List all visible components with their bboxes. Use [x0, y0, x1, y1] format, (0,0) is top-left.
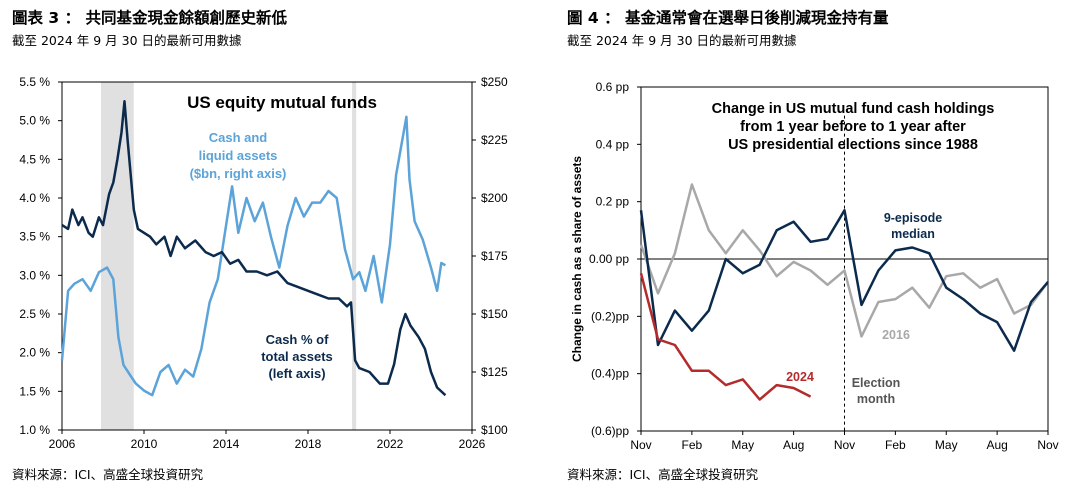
y-left-tick-label: 2.5 % — [19, 307, 50, 321]
y-axis-label: Change in cash as a share of assets — [570, 156, 584, 362]
shaded-period-2 — [352, 82, 357, 430]
y-left-tick-label: 1.5 % — [19, 384, 50, 398]
series-cash-liquid-assets-label-line-3: ($bn, right axis) — [190, 166, 287, 181]
election-month-label-line-2: month — [857, 392, 895, 406]
y-right-tick-label: $225 — [481, 133, 508, 147]
y-left-tick-label: 4.0 % — [19, 191, 50, 205]
series-cash-pct-label-line-2: total assets — [261, 349, 333, 364]
y-right-tick-label: $200 — [481, 191, 508, 205]
chart-title-line-1: Change in US mutual fund cash holdings — [712, 101, 995, 117]
y-tick-label: 0.4 pp — [596, 137, 630, 151]
x-tick-label: Aug — [783, 438, 804, 452]
y-tick-label: 0.2 pp — [596, 195, 630, 209]
y-right-tick-label: $250 — [481, 75, 508, 89]
left-figure-title: 圖表 3 ： 共同基金現金餘額創歷史新低 — [12, 9, 287, 27]
x-tick-label: Nov — [630, 438, 651, 452]
x-tick-label: Nov — [1037, 438, 1058, 452]
left-figure: 圖表 3 ： 共同基金現金餘額創歷史新低 截至 2024 年 9 月 30 日的… — [12, 9, 508, 482]
right-chart: 0.6 pp 0.4 pp 0.2 pp 0.00 pp (0.2)pp (0.4)pp (… — [570, 80, 1059, 452]
y-left-tick-label: 4.5 % — [19, 152, 50, 166]
shaded-period-1 — [100, 82, 134, 430]
x-tick-label: Feb — [682, 438, 703, 452]
left-figure-source: 資料來源：ICI、高盛全球投資研究 — [12, 467, 204, 482]
x-tick-label: Aug — [986, 438, 1007, 452]
y-tick-label: 0.6 pp — [596, 80, 630, 94]
y-left-tick-label: 5.0 % — [19, 114, 50, 128]
x-tick-label: Feb — [885, 438, 906, 452]
y-tick-label: (0.4)pp — [591, 367, 629, 381]
chart-title-line-2: from 1 year before to 1 year after — [740, 119, 966, 135]
series-cash-liquid-assets-label-line-2: liquid assets — [199, 148, 278, 163]
left-chart: 1.0 % 1.5 % 2.0 % 2.5 % 3.0 % 3.5 % 4.0 % 4.5 %… — [19, 75, 508, 451]
series-2016-label: 2016 — [882, 328, 910, 342]
series-cash-pct-line — [61, 100, 447, 397]
chart-title: US equity mutual funds — [187, 93, 377, 112]
series-median-line — [639, 209, 1049, 352]
right-figure: 圖 4 ： 基金通常會在選舉日後削減現金持有量 截至 2024 年 9 月 30… — [541, 0, 1082, 495]
series-cash-pct-label-line-1: Cash % of — [266, 332, 330, 347]
y-left-tick-label: 5.5 % — [19, 75, 50, 89]
series-cash-liquid-assets-line — [60, 115, 447, 397]
y-tick-label: (0.6)pp — [591, 424, 629, 438]
right-figure-title: 圖 4 ： 基金通常會在選舉日後削減現金持有量 — [567, 9, 889, 27]
x-tick-label: May — [935, 438, 958, 452]
y-left-tick-label: 3.5 % — [19, 230, 50, 244]
left-figure-subtitle: 截至 2024 年 9 月 30 日的最新可用數據 — [12, 33, 242, 48]
series-cash-pct-label-line-3: (left axis) — [268, 366, 325, 381]
series-median-label-line-2: median — [891, 227, 935, 241]
right-figure-subtitle: 截至 2024 年 9 月 30 日的最新可用數據 — [567, 33, 797, 48]
y-right-tick-label: $100 — [481, 423, 508, 437]
election-month-label-line-1: Election — [852, 376, 901, 390]
x-tick-label: 2022 — [377, 437, 404, 451]
y-left-tick-label: 2.0 % — [19, 346, 50, 360]
y-left-tick-label: 1.0 % — [19, 423, 50, 437]
x-tick-label: 2010 — [131, 437, 158, 451]
x-tick-label: Nov — [834, 438, 855, 452]
series-median-label-line-1: 9-episode — [884, 211, 942, 225]
y-tick-label: (0.2)pp — [591, 309, 629, 323]
y-right-tick-label: $175 — [481, 249, 508, 263]
chart-title-line-3: US presidential elections since 1988 — [728, 137, 978, 153]
series-cash-liquid-assets-label-line-1: Cash and — [209, 130, 268, 145]
y-right-tick-label: $150 — [481, 307, 508, 321]
x-tick-label: 2026 — [459, 437, 486, 451]
x-tick-label: 2018 — [295, 437, 322, 451]
series-2024-label: 2024 — [786, 370, 814, 384]
series-2016-line — [639, 183, 1050, 338]
series-2024-line — [639, 272, 812, 401]
x-tick-label: 2006 — [49, 437, 76, 451]
right-figure-source: 資料來源：ICI、高盛全球投資研究 — [567, 467, 759, 482]
x-tick-label: May — [731, 438, 754, 452]
y-right-tick-label: $125 — [481, 365, 508, 379]
y-tick-label: 0.00 pp — [589, 252, 629, 266]
y-left-tick-label: 3.0 % — [19, 268, 50, 282]
x-tick-label: 2014 — [213, 437, 240, 451]
